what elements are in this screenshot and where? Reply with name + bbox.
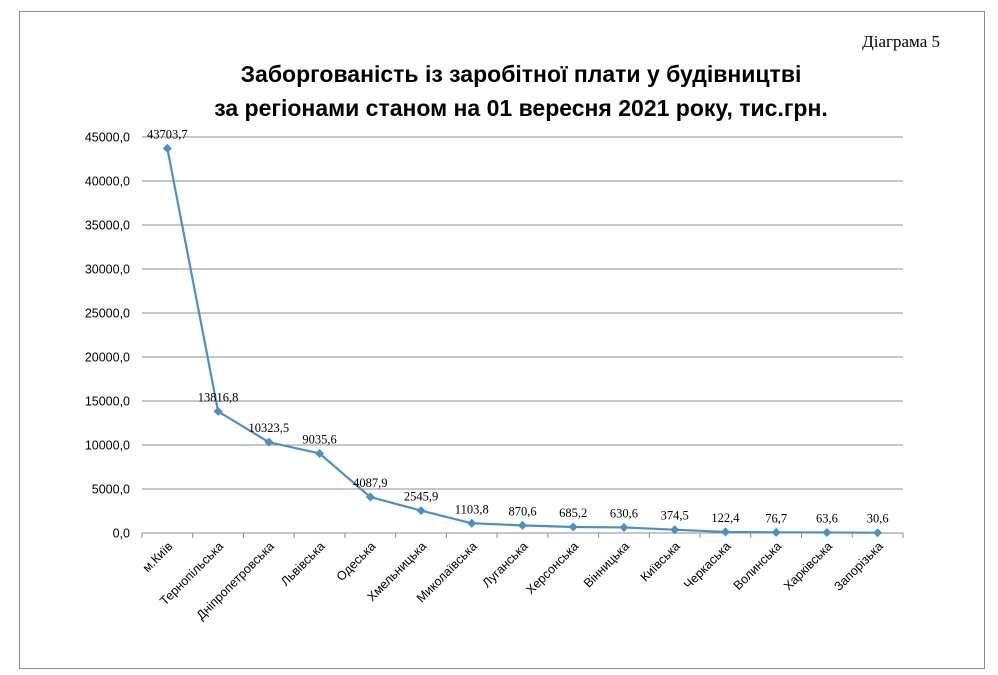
data-point-marker — [467, 518, 477, 528]
data-point-marker — [619, 522, 629, 532]
data-point-marker — [720, 527, 730, 537]
data-point-marker — [315, 448, 325, 458]
data-label: 9035,6 — [302, 432, 336, 446]
x-category-label: Луганська — [480, 539, 531, 590]
x-category-label: Київська — [638, 539, 683, 584]
data-label: 870,6 — [508, 504, 536, 518]
data-label: 4087,9 — [353, 476, 387, 490]
chart-frame — [19, 11, 985, 669]
y-tick-label: 20000,0 — [85, 351, 130, 365]
data-point-marker — [264, 437, 274, 447]
data-label: 13816,8 — [198, 390, 239, 404]
data-label: 630,6 — [610, 506, 638, 520]
chart-title-line-2: за регіонами станом на 01 вересня 2021 р… — [214, 95, 828, 121]
x-category-label: м.Київ — [140, 539, 176, 575]
diagram-number-label: Діаграма 5 — [862, 32, 940, 51]
data-label: 122,4 — [711, 511, 740, 525]
data-label: 43703,7 — [147, 127, 188, 141]
y-tick-label: 45000,0 — [85, 131, 130, 145]
y-tick-label: 5000,0 — [92, 483, 130, 497]
data-point-marker — [162, 143, 172, 153]
x-category-label: Запорізька — [831, 539, 885, 593]
data-point-marker — [873, 528, 883, 538]
data-point-marker — [822, 527, 832, 537]
y-tick-label: 35000,0 — [85, 219, 130, 233]
y-tick-label: 30000,0 — [85, 263, 130, 277]
data-label: 1103,8 — [455, 502, 489, 516]
data-label: 30,6 — [867, 512, 889, 526]
y-tick-label: 25000,0 — [85, 307, 130, 321]
x-category-label: Вінницька — [581, 539, 632, 590]
data-label: 2545,9 — [404, 490, 438, 504]
y-tick-label: 15000,0 — [85, 395, 130, 409]
data-label: 63,6 — [816, 511, 838, 525]
data-label: 76,7 — [765, 511, 787, 525]
data-point-marker — [416, 506, 426, 516]
data-label: 10323,5 — [249, 421, 290, 435]
x-category-label: Херсонська — [523, 539, 581, 597]
series-line — [166, 148, 878, 534]
data-label: 374,5 — [661, 509, 689, 523]
x-category-label: Черкаська — [681, 539, 734, 592]
x-category-label: Одеська — [334, 539, 379, 584]
y-tick-label: 40000,0 — [85, 175, 130, 189]
data-point-marker — [568, 522, 578, 532]
data-point-marker — [670, 525, 680, 535]
y-tick-label: 10000,0 — [85, 439, 130, 453]
data-point-marker — [518, 520, 527, 530]
x-category-label: Львівська — [278, 539, 328, 589]
x-category-label: Волинська — [731, 539, 785, 593]
data-label: 685,2 — [559, 506, 587, 520]
data-point-marker — [365, 492, 375, 502]
x-category-label: Харківська — [781, 539, 835, 593]
data-point-marker — [771, 527, 781, 537]
y-tick-label: 0,0 — [113, 527, 130, 541]
chart-title-line-1: Заборгованість із заробітної плати у буд… — [240, 61, 802, 87]
data-point-marker — [213, 406, 223, 416]
